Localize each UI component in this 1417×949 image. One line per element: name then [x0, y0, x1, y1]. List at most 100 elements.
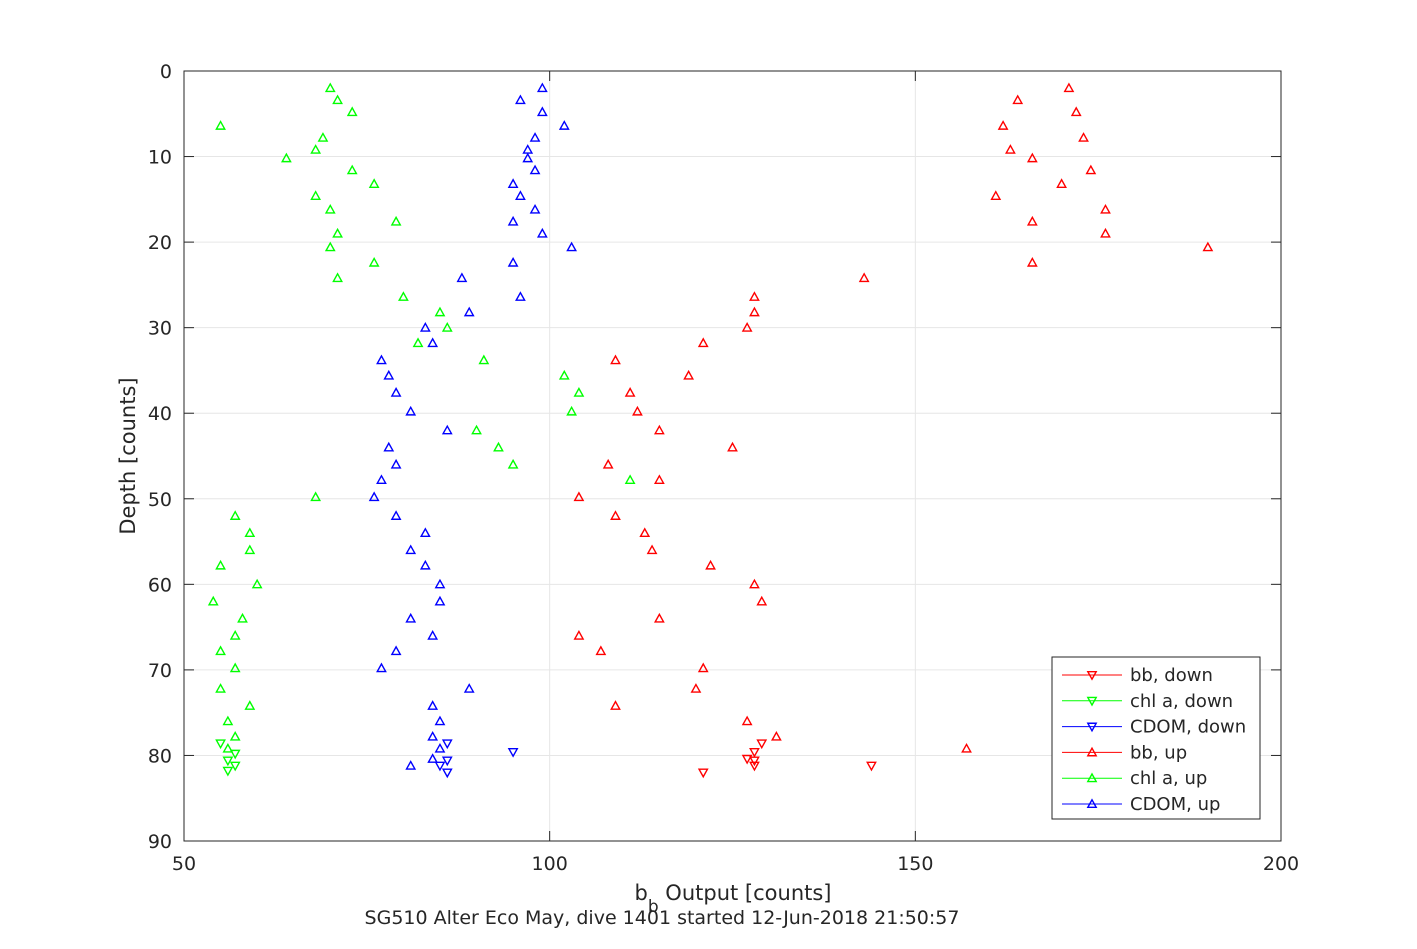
marker-bb-up: [756, 595, 768, 606]
marker-chl-a-up: [251, 578, 263, 589]
legend-marker-cdom-down: [1086, 722, 1098, 733]
marker-bb-up: [610, 354, 621, 365]
marker-cdom-up: [427, 337, 439, 348]
marker-bb-up: [690, 683, 702, 693]
y-tick-label: 20: [148, 232, 172, 254]
marker-bb-up: [1078, 132, 1089, 142]
marker-bb-up: [653, 424, 665, 435]
marker-bb-up: [653, 612, 665, 623]
marker-chl-a-down: [215, 739, 226, 750]
marker-cdom-up: [529, 203, 541, 214]
legend-marker-cdom-up: [1086, 798, 1098, 809]
marker-cdom-up: [368, 491, 380, 502]
legend-box: [1051, 656, 1261, 820]
marker-bb-up: [683, 369, 695, 380]
x-axis-label-rest: Output [counts]: [659, 881, 832, 905]
marker-chl-a-down: [222, 766, 234, 777]
marker-chl-a-up: [310, 491, 322, 502]
marker-bb-up: [727, 441, 738, 452]
marker-cdom-up: [507, 215, 519, 226]
marker-cdom-up: [522, 152, 534, 163]
marker-chl-a-up: [222, 742, 234, 753]
marker-bb-up: [1012, 94, 1024, 105]
marker-cdom-up: [405, 405, 417, 416]
marker-bb-up: [1070, 106, 1082, 117]
marker-chl-a-up: [507, 458, 519, 469]
marker-chl-a-up: [412, 337, 424, 348]
legend-label-chl-a-up: chl a, up: [1130, 768, 1207, 789]
marker-cdom-up: [405, 612, 417, 623]
marker-chl-a-up: [237, 612, 248, 623]
legend-marker-bb-up: [1086, 746, 1098, 757]
marker-bb-up: [697, 337, 709, 348]
marker-bb-up: [1026, 215, 1038, 226]
marker-cdom-up: [405, 544, 417, 555]
legend-label-cdom-up: CDOM, up: [1130, 794, 1220, 815]
marker-cdom-up: [456, 272, 468, 283]
marker-bb-up: [749, 578, 760, 589]
marker-cdom-up: [427, 700, 439, 710]
x-tick-label: 150: [897, 853, 933, 875]
marker-cdom-up: [427, 730, 439, 741]
legend-label-bb-down: bb, down: [1130, 665, 1213, 686]
marker-chl-a-up: [207, 595, 219, 606]
marker-chl-a-up: [441, 322, 453, 332]
marker-cdom-up: [427, 753, 439, 763]
marker-chl-a-up: [310, 144, 322, 154]
marker-cdom-up: [390, 510, 402, 520]
marker-bb-up: [624, 387, 636, 397]
marker-cdom-down: [434, 761, 446, 772]
x-axis-label: bb Output [counts]: [634, 881, 831, 917]
marker-cdom-up: [434, 595, 446, 606]
marker-chl-a-up: [244, 700, 256, 710]
marker-chl-a-up: [324, 241, 336, 252]
marker-chl-a-up: [229, 662, 241, 673]
legend-label-chl-a-down: chl a, down: [1130, 691, 1233, 712]
marker-bb-up: [705, 559, 716, 570]
marker-bb-up: [610, 700, 621, 710]
marker-bb-down: [749, 756, 760, 767]
marker-cdom-up: [434, 742, 446, 753]
marker-chl-a-up: [346, 164, 358, 175]
marker-cdom-up: [515, 291, 526, 301]
marker-bb-up: [1026, 152, 1038, 163]
marker-chl-a-up: [229, 730, 241, 741]
marker-chl-a-up: [244, 544, 256, 555]
marker-bb-up: [741, 715, 753, 726]
marker-chl-a-up: [558, 369, 570, 380]
marker-chl-a-up: [229, 630, 241, 640]
marker-bb-up: [1063, 82, 1075, 93]
axis-ticks: 50 100 150 200 0 10 20 30 40 50 60 70 80 90: [148, 61, 1299, 875]
x-tick-label: 200: [1263, 853, 1299, 875]
y-tick-label: 50: [148, 489, 172, 511]
marker-bb-down: [741, 754, 753, 765]
x-axis-label-subscript: b: [648, 897, 659, 917]
marker-chl-a-up: [624, 474, 636, 485]
data-markers: [207, 82, 1214, 779]
x-tick-label: 50: [172, 853, 196, 875]
marker-cdom-up: [434, 715, 446, 726]
marker-bb-up: [741, 322, 753, 332]
marker-chl-a-down: [222, 756, 234, 767]
marker-bb-up: [990, 190, 1002, 200]
dive-caption: SG510 Alter Eco May, dive 1401 started 1…: [365, 907, 960, 929]
marker-cdom-up: [390, 387, 402, 397]
marker-chl-a-up: [434, 306, 446, 317]
marker-chl-a-up: [346, 106, 358, 117]
y-tick-label: 10: [148, 147, 172, 169]
marker-cdom-up: [376, 354, 387, 365]
y-tick-label: 0: [160, 61, 172, 83]
marker-cdom-up: [566, 241, 577, 252]
marker-chl-a-up: [332, 94, 343, 105]
marker-bb-down: [749, 761, 760, 772]
marker-bb-down: [866, 761, 877, 772]
marker-cdom-up: [536, 227, 548, 238]
marker-bb-up: [770, 730, 782, 741]
marker-cdom-up: [515, 94, 526, 105]
x-tick-label: 100: [532, 853, 568, 875]
marker-cdom-up: [529, 164, 541, 175]
marker-cdom-up: [507, 178, 519, 188]
legend-marker-chl-a-down: [1086, 696, 1098, 707]
y-tick-label: 40: [148, 403, 172, 425]
marker-chl-a-up: [332, 227, 343, 238]
